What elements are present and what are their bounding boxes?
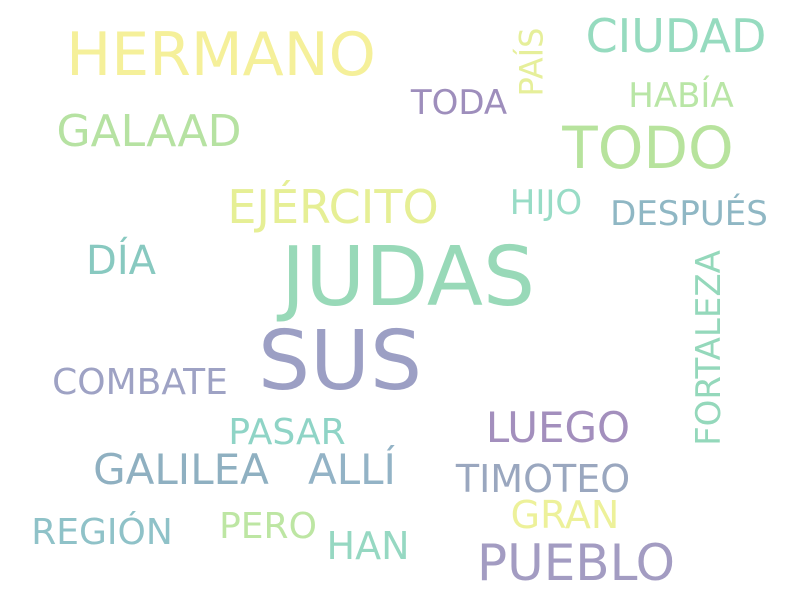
word-ciudad: CIUDAD <box>585 9 767 63</box>
word-ejercito: EJÉRCITO <box>227 180 439 234</box>
word-sus: SUS <box>257 314 423 409</box>
word-pero: PERO <box>219 506 317 547</box>
word-judas: JUDAS <box>280 230 536 325</box>
word-pais: PAÍS <box>511 27 550 97</box>
word-despues: DESPUÉS <box>610 194 768 234</box>
word-gran: GRAN <box>510 493 620 537</box>
word-todo: TODO <box>562 114 734 182</box>
word-pasar: PASAR <box>228 412 346 453</box>
word-galaad: GALAAD <box>56 106 242 157</box>
word-hermano: HERMANO <box>66 20 376 90</box>
word-region: REGIÓN <box>31 512 173 553</box>
word-alli: ALLÍ <box>308 445 396 494</box>
word-hijo: HIJO <box>509 183 583 223</box>
word-dia: DÍA <box>86 238 156 284</box>
word-han: HAN <box>326 524 410 568</box>
word-toda: TODA <box>410 83 508 123</box>
word-luego: LUEGO <box>485 403 631 452</box>
word-combate: COMBATE <box>52 362 228 403</box>
word-pueblo: PUEBLO <box>476 534 676 592</box>
word-habia: HABÍA <box>628 76 734 116</box>
word-timoteo: TIMOTEO <box>455 457 631 501</box>
word-fortaleza: FORTALEZA <box>689 250 729 446</box>
word-galilea: GALILEA <box>93 445 269 494</box>
